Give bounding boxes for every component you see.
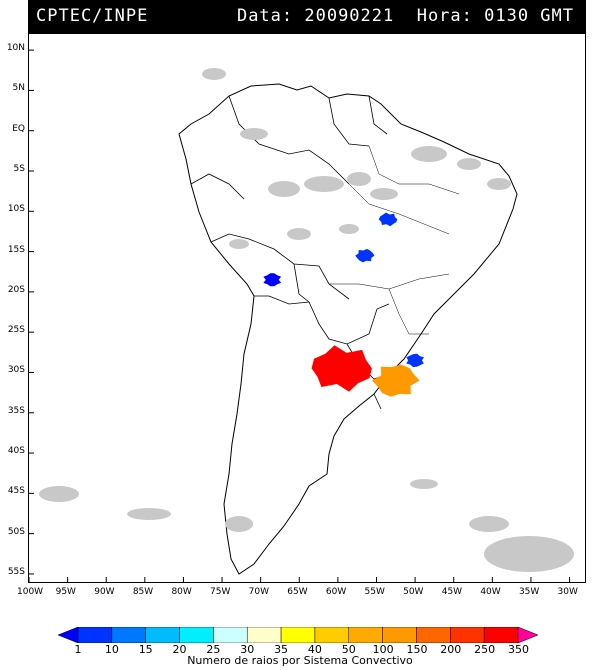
lon-label: 45W xyxy=(441,587,463,597)
colorbar xyxy=(58,627,538,643)
country-borders xyxy=(190,95,390,410)
colorbar-label: 30 xyxy=(240,643,255,656)
colorbar-label: 20 xyxy=(172,643,187,656)
lon-label: 75W xyxy=(210,587,231,597)
source-label: CPTEC/INPE xyxy=(36,6,149,26)
cloud-patches xyxy=(39,68,574,572)
colorbar-label: 10 xyxy=(104,643,119,656)
colorbar-swatch xyxy=(77,627,113,643)
colorbar-swatch xyxy=(382,627,417,643)
lightning-system xyxy=(372,364,420,397)
colorbar-swatch xyxy=(179,627,214,643)
lon-label: 85W xyxy=(132,587,154,597)
lat-label: 5N xyxy=(12,83,25,94)
colorbar-title: Numero de raios por Sistema Convectivo xyxy=(187,654,413,667)
map-canvas xyxy=(29,49,574,582)
colorbar-arrow-right xyxy=(517,627,538,643)
map-header: CPTEC/INPE Data: 20090221 Hora: 0130 GMT xyxy=(28,0,586,33)
lat-label: 10N xyxy=(6,43,25,54)
colorbar-label: 350 xyxy=(508,643,529,656)
colorbar-arrow-left xyxy=(58,627,79,643)
lightning-system xyxy=(263,273,282,287)
colorbar-label: 100 xyxy=(372,643,394,656)
map-frame xyxy=(28,33,586,583)
lightning-system xyxy=(311,345,372,392)
lat-label: 45S xyxy=(7,486,25,497)
lat-label: 5S xyxy=(13,164,25,174)
colorbar-swatch xyxy=(416,627,451,643)
lat-label: EQ xyxy=(12,123,25,134)
lat-label: 55S xyxy=(7,566,25,577)
colorbar-swatch xyxy=(111,627,146,643)
colorbar-swatch xyxy=(314,627,350,643)
lightning-system xyxy=(406,353,424,368)
colorbar-label: 15 xyxy=(138,643,153,656)
colorbar-swatch xyxy=(246,627,282,643)
colorbar-swatch xyxy=(348,627,383,643)
lat-label: 20S xyxy=(7,284,25,295)
lat-ticks xyxy=(29,49,571,582)
lat-label: 40S xyxy=(7,446,25,457)
colorbar-swatch xyxy=(450,627,485,643)
colorbar-label: 50 xyxy=(341,643,356,656)
lon-label: 55W xyxy=(364,587,385,597)
colorbar-swatch xyxy=(213,627,248,643)
colorbar-label: 40 xyxy=(307,643,322,656)
colorbar-label: 25 xyxy=(206,643,221,656)
lat-label: 10S xyxy=(7,204,25,215)
lon-label: 100W xyxy=(17,587,44,597)
colorbar-label: 1 xyxy=(74,643,82,656)
lon-label: 60W xyxy=(325,587,347,597)
lat-label: 30S xyxy=(7,365,25,376)
state-borders xyxy=(329,145,460,335)
lon-label: 90W xyxy=(94,587,115,597)
lat-label: 25S xyxy=(7,325,25,336)
lightning-system xyxy=(355,248,375,263)
colorbar-swatch xyxy=(280,627,316,643)
colorbar-label: 150 xyxy=(406,643,428,656)
colorbar-label: 35 xyxy=(274,643,289,656)
lon-label: 35W xyxy=(518,587,540,597)
lon-label: 40W xyxy=(480,587,501,597)
datetime-label: Data: 20090221 Hora: 0130 GMT xyxy=(236,6,574,26)
colorbar-label: 200 xyxy=(440,643,462,656)
lat-label: 35S xyxy=(7,405,25,416)
lon-label: 70W xyxy=(248,587,270,597)
lon-label: 95W xyxy=(55,587,76,597)
lon-label: 30W xyxy=(557,587,578,597)
south-america-outline xyxy=(178,83,518,575)
colorbar-swatch xyxy=(145,627,180,643)
lightning-system xyxy=(378,212,398,227)
lon-label: 65W xyxy=(287,587,308,597)
lat-label: 50S xyxy=(7,526,25,537)
lat-label: 15S xyxy=(7,244,25,255)
colorbar-swatch xyxy=(483,627,519,643)
colorbar-label: 250 xyxy=(474,643,496,656)
lightning-systems xyxy=(263,212,424,397)
lon-label: 50W xyxy=(403,587,424,597)
lon-label: 80W xyxy=(171,587,192,597)
